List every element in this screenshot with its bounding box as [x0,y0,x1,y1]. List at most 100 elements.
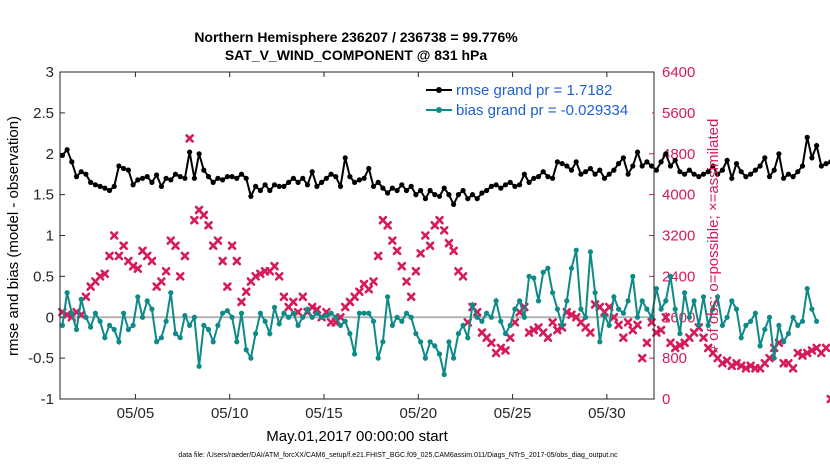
obs-count-marker [416,249,425,258]
data-point [616,161,622,167]
data-point [389,322,395,328]
data-point [455,192,461,198]
data-point [639,163,645,169]
data-point [64,147,70,153]
data-point [342,155,348,161]
data-point [361,175,367,181]
y-left-tick-label: 1.5 [33,187,54,204]
data-point [337,322,344,328]
data-point [215,322,221,328]
data-point [201,167,207,173]
data-point [653,167,660,173]
obs-count-marker [444,238,454,248]
obs-count-marker [369,277,378,286]
obs-count-marker [147,256,157,266]
data-point [776,151,782,157]
data-point [809,155,815,161]
y-right-tick-label: 2400 [662,268,695,285]
obs-count-marker [81,292,91,302]
data-point [644,159,650,165]
data-point [394,314,400,320]
data-point [502,182,509,188]
data-point [469,302,476,308]
obs-count-marker [161,266,171,276]
x-axis-label: May.01,2017 00:00:00 start [266,428,448,445]
data-point [493,182,499,188]
data-point [620,310,627,316]
data-point [795,169,801,175]
obs-count-marker [105,251,114,261]
data-point [686,314,693,320]
data-point [121,165,127,172]
data-point [418,187,424,194]
data-point [149,306,155,312]
data-point [403,187,410,194]
y-left-tick-label: 3 [46,64,54,81]
obs-count-marker [788,364,798,373]
data-point [135,177,141,183]
obs-count-marker [289,297,298,307]
data-point [762,155,768,161]
data-point [554,306,561,312]
data-point [290,175,296,181]
data-point [818,163,825,169]
data-point [686,167,693,173]
data-point [733,306,740,312]
obs-count-marker [241,287,251,297]
data-point [743,322,749,328]
obs-count-marker [199,210,209,220]
plot-area [60,72,654,399]
data-point [403,310,410,316]
data-point [304,182,311,188]
legend-box [420,78,652,122]
obs-count-marker [614,320,623,330]
data-point [224,174,230,180]
data-point [814,143,820,149]
obs-count-marker [637,353,647,363]
data-point [267,331,273,337]
obs-count-marker [204,220,213,230]
series-1 [59,247,820,378]
data-point [201,322,207,328]
data-point [257,187,263,194]
y-right-tick-label: 4000 [662,187,695,204]
data-point [229,174,235,180]
x-axis: 05/05 05/10 05/15 05/20 05/25 05/30 [117,72,626,422]
obs-count-marker [270,261,279,271]
data-point [253,331,259,337]
data-point [752,310,759,316]
data-point [696,174,702,180]
data-point [69,159,75,165]
data-point [92,310,98,316]
data-point [102,335,108,341]
data-point [752,167,759,173]
data-point [564,163,570,169]
data-point [88,324,94,330]
data-point [191,314,197,320]
obs-count-marker [232,256,242,266]
data-point [314,183,320,189]
data-point [144,174,150,180]
obs-count-marker [501,346,510,355]
data-point [512,183,518,189]
obs-count-marker [298,292,308,302]
data-point [512,306,518,312]
obs-count-marker [675,341,685,350]
data-point [705,322,711,328]
data-point [238,171,245,177]
data-point [149,179,155,185]
obs-count-marker [807,346,817,355]
obs-count-marker [524,328,534,337]
data-point [177,335,183,341]
obs-count-marker [609,312,619,322]
data-point [583,169,589,175]
data-point [592,171,598,177]
data-point [333,174,339,180]
obs-count-marker [180,251,190,261]
obs-count-marker [670,343,680,353]
data-point [116,339,122,345]
data-point [234,339,240,345]
data-point [92,182,98,188]
data-point [328,310,334,316]
obs-count-marker [355,287,364,297]
